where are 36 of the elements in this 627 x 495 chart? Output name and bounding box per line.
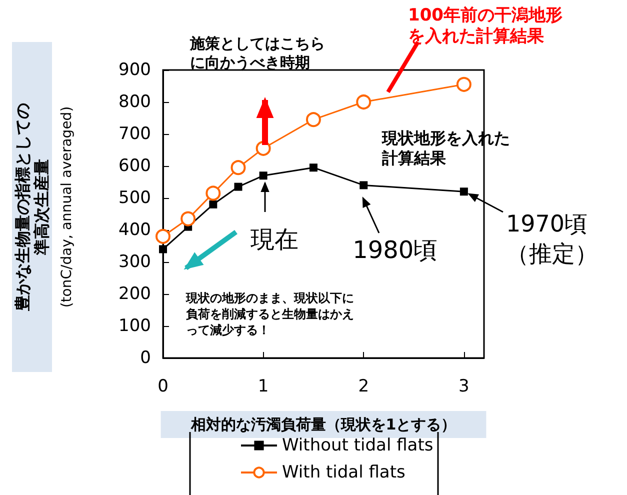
y-axis-title: 豊かな生物量の指標としての準高次生産量(tonC/day, annual averaged) xyxy=(13,103,75,312)
legend-label: With tidal flats xyxy=(282,462,406,482)
point xyxy=(360,181,368,190)
point xyxy=(230,160,246,176)
point xyxy=(306,112,321,128)
legend-label: Without tidal flats xyxy=(282,436,434,456)
point xyxy=(206,186,221,201)
annotation: 現状の地形のまま、現状以下に負荷を削減すると生物量はかえって減少する！ xyxy=(185,291,354,337)
point xyxy=(159,245,167,254)
x-tick-label: 3 xyxy=(458,376,470,396)
y-tick-label: 700 xyxy=(118,124,151,144)
y-tick-label: 100 xyxy=(118,316,151,336)
point xyxy=(234,182,242,191)
point xyxy=(460,188,468,196)
y-tick-label: 300 xyxy=(118,252,151,272)
x-axis-title: 相対的な汚濁負荷量（現状を1とする） xyxy=(190,416,456,434)
y-tick-label: 400 xyxy=(118,220,151,240)
y-tick-label: 800 xyxy=(118,92,151,112)
point xyxy=(209,200,218,208)
annotation: 現在 xyxy=(250,226,298,254)
y-tick-label: 0 xyxy=(140,348,151,368)
y-tick-label: 900 xyxy=(118,60,151,80)
annotation: 1970頃（推定） xyxy=(506,212,598,268)
annotation: 1980頃 xyxy=(352,236,438,264)
point xyxy=(456,76,472,92)
x-tick-label: 2 xyxy=(358,376,370,396)
x-tick-label: 1 xyxy=(258,376,269,396)
point xyxy=(309,164,318,172)
point xyxy=(180,211,196,226)
x-tick-label: 0 xyxy=(158,376,168,396)
y-tick-label: 500 xyxy=(118,188,151,208)
y-tick-label: 200 xyxy=(118,284,151,304)
point xyxy=(156,228,170,244)
y-tick-label: 600 xyxy=(118,156,151,176)
point xyxy=(356,94,372,110)
point xyxy=(259,172,268,180)
